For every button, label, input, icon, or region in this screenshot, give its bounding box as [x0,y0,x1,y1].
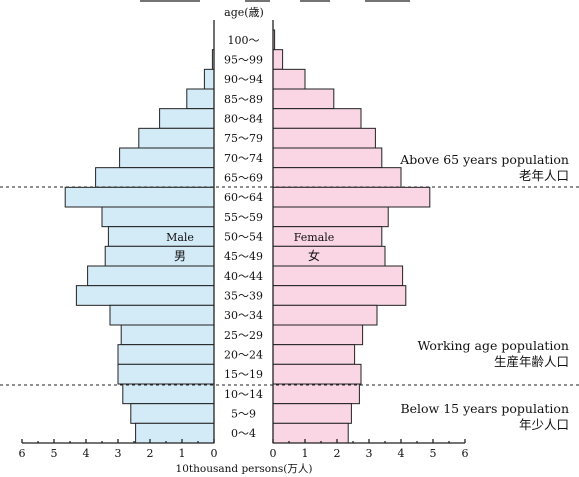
male-bar-11 [104,245,215,267]
series-label-female-jp: 女 [308,248,320,263]
x-tick-label-left: 0 [211,447,218,460]
age-label: 65～69 [224,172,263,185]
male-bar-3 [186,88,215,110]
x-tick-label-left: 2 [147,447,154,460]
female-bar-11 [272,245,386,267]
age-label: 55～59 [224,211,263,224]
age-labels-group: 100～ 95～99 90～94 85～89 80～84 75～79 70～74 65～69 6… [224,34,263,440]
age-label: 75～79 [224,132,263,145]
male-bar-7 [95,167,215,188]
x-tick-label-right: 4 [398,447,405,460]
female-bar-17 [272,363,362,385]
female-bar-8 [272,186,431,208]
female-bar-1 [272,49,284,70]
annotation-working-en: Working age population [417,338,569,353]
age-label: 20～24 [224,349,263,362]
female-bar-19 [272,403,352,424]
male-bar-13 [75,285,215,306]
female-bar-7 [272,167,402,188]
annotation-below15-jp: 年少人口 [519,417,569,432]
age-label: 90～94 [224,73,263,86]
female-bar-15 [272,324,364,346]
female-bar-4 [272,108,362,129]
x-tick-label-right: 3 [366,447,373,460]
male-bar-8 [64,186,215,208]
female-bar-16 [272,344,356,365]
female-bar-18 [272,383,360,405]
y-axis-label: age(歳) [224,6,264,19]
female-bar-12 [272,265,404,287]
male-bar-14 [109,304,215,326]
x-tick-label-right: 2 [334,447,341,460]
male-bar-12 [87,265,215,287]
male-bar-16 [117,344,215,365]
female-bar-2 [272,68,306,90]
age-label: 45～49 [224,250,263,263]
age-label: 0～4 [231,427,256,440]
x-tick-label-left: 5 [51,447,58,460]
female-bar-13 [272,285,407,306]
x-tick-label-left: 6 [19,447,26,460]
age-label: 95～99 [224,54,263,67]
female-bar-9 [272,206,389,228]
age-label: 25～29 [224,329,263,342]
male-bar-20 [135,422,215,444]
annotation-working-jp: 生産年齢人口 [494,354,569,369]
x-tick-label-left: 4 [83,447,90,460]
age-label: 5～9 [231,408,256,421]
female-bar-3 [272,88,335,110]
male-bar-17 [117,363,215,385]
x-tick-label-right: 5 [430,447,437,460]
x-tick-label-right: 6 [462,447,469,460]
male-bar-19 [130,403,215,424]
x-tick-label-left: 1 [179,447,186,460]
x-tick-label-left: 3 [115,447,122,460]
female-bar-5 [272,127,376,149]
age-label: 100～ [228,34,260,47]
annotation-below15-en: Below 15 years population [400,401,569,416]
x-tick-label-right: 1 [302,447,309,460]
x-axes-group: 6 5 4 3 2 1 0 0 1 2 3 4 5 6 [19,20,469,460]
age-label: 15～19 [224,368,263,381]
male-bar-4 [159,108,215,129]
series-label-male-jp: 男 [174,249,186,263]
age-label: 40～44 [224,270,263,283]
x-axis-label: 10thousand persons(万人) [176,463,313,475]
annotation-above65-en: Above 65 years population [399,152,569,167]
female-bar-14 [272,304,378,326]
male-bar-18 [122,383,215,405]
series-label-male-en: Male [166,231,194,244]
age-label: 85～89 [224,93,263,106]
age-label: 60～64 [224,191,263,204]
annotation-above65-jp: 老年人口 [519,168,569,183]
series-label-female-en: Female [294,231,335,244]
male-bar-10 [107,226,215,247]
male-bar-15 [120,324,215,346]
male-bar-5 [138,127,215,149]
age-label: 50～54 [224,231,263,244]
x-tick-label-right: 0 [270,447,277,460]
bars-group [64,29,431,444]
age-label: 30～34 [224,309,263,322]
age-label: 35～39 [224,290,263,303]
male-bar-2 [203,68,215,90]
female-bar-6 [272,147,383,169]
male-bar-6 [119,147,215,169]
age-label: 80～84 [224,113,263,126]
male-bar-9 [101,206,215,228]
age-label: 10～14 [224,388,263,401]
age-label: 70～74 [224,152,263,165]
